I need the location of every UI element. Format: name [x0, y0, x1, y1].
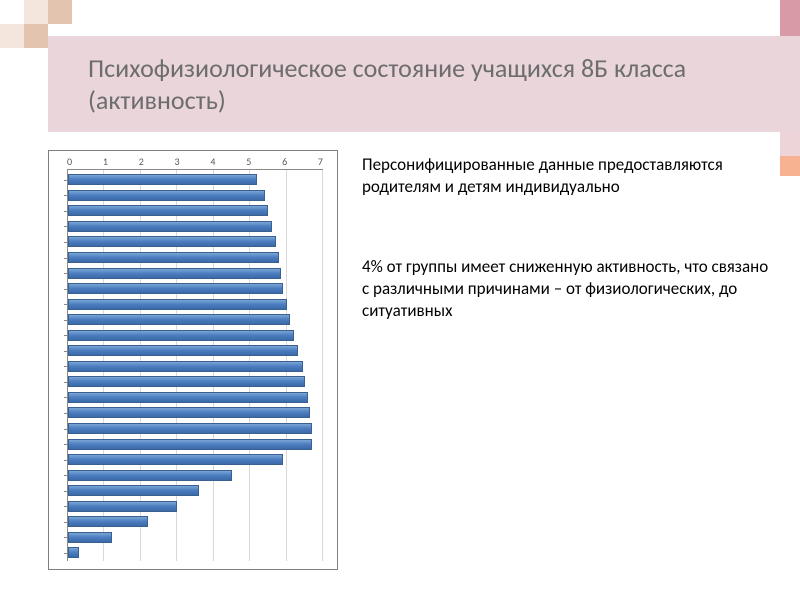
paragraph-reduced-activity: 4% от группы имеет сниженную активность,…	[362, 256, 770, 322]
chart-bar-row	[68, 266, 323, 280]
chart-bar	[68, 516, 148, 527]
chart-bar-row	[68, 344, 323, 358]
chart-bar-row	[68, 375, 323, 389]
chart-bar-row	[68, 235, 323, 249]
chart-bar-row	[68, 359, 323, 373]
text-column: Персонифицированные данные предоставляют…	[362, 150, 770, 588]
chart-bar-row	[68, 282, 323, 296]
chart-bar	[68, 423, 312, 434]
chart-bar	[68, 547, 79, 558]
chart-bar	[68, 439, 312, 450]
chart-bar	[68, 376, 305, 387]
chart-bar	[68, 268, 281, 279]
chart-bar-row	[68, 530, 323, 544]
chart-bar-row	[68, 468, 323, 482]
chart-bar	[68, 221, 272, 232]
chart-bar	[68, 392, 308, 403]
chart-plot	[67, 169, 323, 561]
chart-bar	[68, 330, 294, 341]
chart-bar-row	[68, 297, 323, 311]
activity-chart: 0 1 2 3 4 5 6 7	[48, 150, 338, 570]
chart-bar-row	[68, 204, 323, 218]
chart-xtick: 0	[67, 155, 72, 168]
chart-xtick: 4	[210, 155, 215, 168]
chart-bar	[68, 314, 290, 325]
chart-bar	[68, 236, 276, 247]
chart-bar	[68, 361, 303, 372]
chart-bar-row	[68, 219, 323, 233]
chart-bar-row	[68, 313, 323, 327]
chart-bar	[68, 407, 310, 418]
chart-bar	[68, 174, 257, 185]
chart-bar-row	[68, 188, 323, 202]
title-band: Психофизиологическое состояние учащихся …	[48, 36, 800, 132]
chart-bar-row	[68, 453, 323, 467]
chart-bar-row	[68, 437, 323, 451]
chart-bar	[68, 190, 265, 201]
chart-bar-row	[68, 251, 323, 265]
chart-bar-row	[68, 328, 323, 342]
chart-bar	[68, 485, 199, 496]
page-title: Психофизиологическое состояние учащихся …	[88, 52, 776, 117]
chart-bar-row	[68, 173, 323, 187]
chart-xtick: 3	[175, 155, 180, 168]
chart-x-labels: 0 1 2 3 4 5 6 7	[67, 155, 323, 168]
chart-bar-row	[68, 484, 323, 498]
chart-bar	[68, 252, 279, 263]
chart-bar	[68, 501, 177, 512]
chart-xtick: 2	[139, 155, 144, 168]
chart-xtick: 7	[318, 155, 323, 168]
chart-bar	[68, 299, 287, 310]
chart-xtick: 6	[282, 155, 287, 168]
chart-bar	[68, 454, 283, 465]
chart-bar-row	[68, 406, 323, 420]
chart-bars	[68, 170, 323, 561]
chart-bar	[68, 205, 268, 216]
paragraph-personal-data: Персонифицированные данные предоставляют…	[362, 154, 770, 198]
chart-bar	[68, 283, 283, 294]
chart-xtick: 1	[103, 155, 108, 168]
chart-bar	[68, 532, 112, 543]
chart-xtick: 5	[246, 155, 251, 168]
chart-bar-row	[68, 546, 323, 560]
chart-bar-row	[68, 515, 323, 529]
chart-bar-row	[68, 390, 323, 404]
chart-bar	[68, 470, 232, 481]
content-area: 0 1 2 3 4 5 6 7 Персонифицированные данные пред…	[48, 150, 770, 588]
chart-bar-row	[68, 499, 323, 513]
chart-bar-row	[68, 422, 323, 436]
chart-bar	[68, 345, 298, 356]
